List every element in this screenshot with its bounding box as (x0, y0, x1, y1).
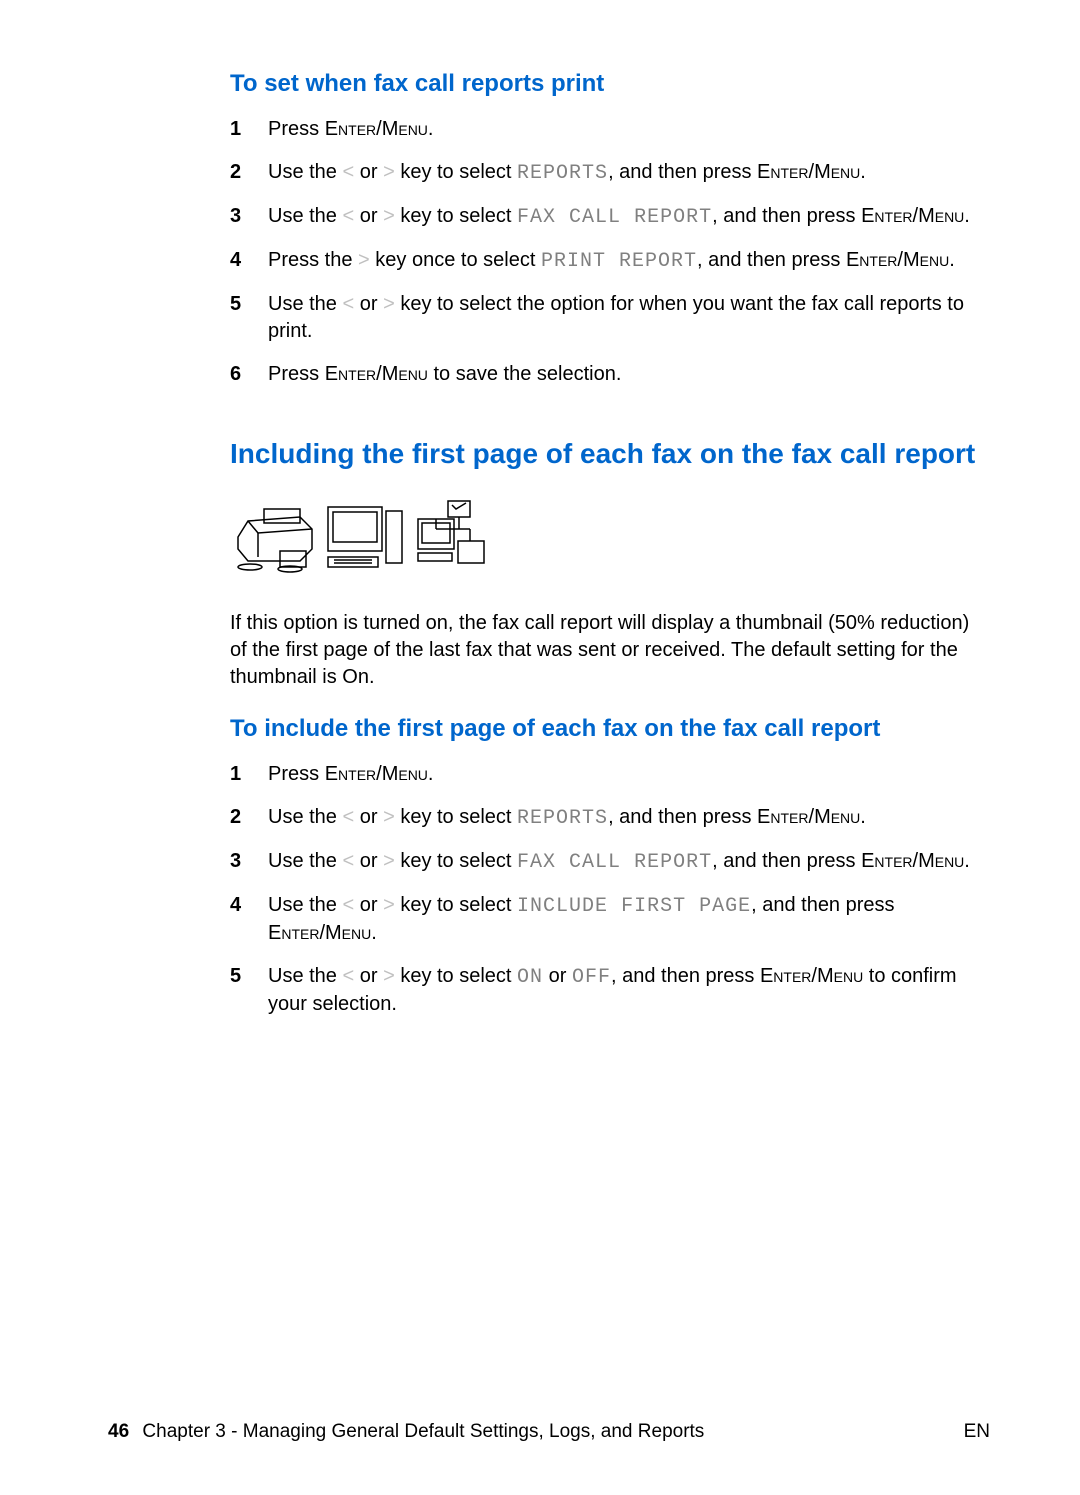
key-symbol: > (383, 850, 395, 872)
menu-term: INCLUDE FIRST PAGE (517, 895, 751, 918)
key-symbol: < (342, 806, 354, 828)
step-number: 1 (230, 116, 268, 143)
key-symbol: < (342, 293, 354, 315)
list-item: 4 Use the < or > key to select INCLUDE F… (230, 892, 990, 947)
step-body: Use the < or > key to select FAX CALL RE… (268, 848, 990, 876)
menu-term: FAX CALL REPORT (517, 206, 712, 229)
section2-subheading: To include the first page of each fax on… (230, 715, 990, 743)
network-computer-icon (418, 501, 484, 563)
smallcaps-text: Menu (814, 161, 860, 183)
smallcaps-text: Enter/Menu (861, 205, 964, 227)
key-symbol: < (342, 205, 354, 227)
key-symbol: > (383, 161, 395, 183)
step-number: 3 (230, 848, 268, 876)
smallcaps-text: Menu (814, 806, 860, 828)
step-number: 1 (230, 761, 268, 788)
device-icons-row (230, 499, 990, 582)
step-body: Press the > key once to select PRINT REP… (268, 247, 990, 275)
step-number: 5 (230, 963, 268, 1018)
key-symbol: > (383, 894, 395, 916)
page-number: 46 (108, 1421, 129, 1442)
printer-icon (238, 509, 312, 572)
key-symbol: > (383, 965, 395, 987)
list-item: 4 Press the > key once to select PRINT R… (230, 247, 990, 275)
step-number: 5 (230, 291, 268, 345)
footer-lang: EN (964, 1421, 990, 1443)
menu-term: REPORTS (517, 807, 608, 830)
smallcaps-text: Enter/Menu (325, 763, 428, 785)
step-number: 2 (230, 159, 268, 187)
list-item: 1 Press Enter/Menu. (230, 116, 990, 143)
list-item: 2 Use the < or > key to select REPORTS, … (230, 804, 990, 832)
list-item: 3 Use the < or > key to select FAX CALL … (230, 203, 990, 231)
list-item: 3 Use the < or > key to select FAX CALL … (230, 848, 990, 876)
smallcaps-text: Enter/Menu (268, 922, 371, 944)
section2-heading: Including the first page of each fax on … (230, 436, 990, 471)
list-item: 5 Use the < or > key to select the optio… (230, 291, 990, 345)
key-symbol: < (342, 161, 354, 183)
step-body: Press Enter/Menu to save the selection. (268, 361, 990, 388)
list-item: 1 Press Enter/Menu. (230, 761, 990, 788)
section1-heading: To set when fax call reports print (230, 70, 990, 98)
step-number: 4 (230, 247, 268, 275)
key-symbol: < (342, 894, 354, 916)
smallcaps-text: Menu (817, 965, 863, 987)
menu-term: PRINT REPORT (541, 250, 697, 273)
key-symbol: > (383, 293, 395, 315)
step-number: 3 (230, 203, 268, 231)
list-item: 6 Press Enter/Menu to save the selection… (230, 361, 990, 388)
step-number: 2 (230, 804, 268, 832)
list-item: 2 Use the < or > key to select REPORTS, … (230, 159, 990, 187)
menu-term: REPORTS (517, 162, 608, 185)
smallcaps-text: Enter/Menu (325, 363, 428, 385)
section1-steps: 1 Press Enter/Menu. 2 Use the < or > key… (230, 116, 990, 388)
footer-left: 46 Chapter 3 - Managing General Default … (108, 1421, 704, 1443)
step-body: Use the < or > key to select the option … (268, 291, 990, 345)
section2-steps: 1 Press Enter/Menu. 2 Use the < or > key… (230, 761, 990, 1018)
smallcaps-text: Enter/Menu (861, 850, 964, 872)
menu-term: ON (517, 966, 543, 989)
smallcaps-text: Enter/Menu (846, 249, 949, 271)
step-number: 4 (230, 892, 268, 947)
step-body: Press Enter/Menu. (268, 761, 990, 788)
smallcaps-text: Enter/ (757, 161, 814, 183)
smallcaps-text: Enter/ (760, 965, 817, 987)
page-footer: 46 Chapter 3 - Managing General Default … (0, 1421, 1080, 1443)
key-symbol: < (342, 965, 354, 987)
smallcaps-text: Enter/Menu (325, 118, 428, 140)
key-symbol: > (383, 806, 395, 828)
chapter-title: Chapter 3 - Managing General Default Set… (142, 1421, 704, 1442)
menu-term: FAX CALL REPORT (517, 851, 712, 874)
key-symbol: > (383, 205, 395, 227)
step-number: 6 (230, 361, 268, 388)
menu-term: OFF (572, 966, 611, 989)
key-symbol: < (342, 850, 354, 872)
list-item: 5 Use the < or > key to select ON or OFF… (230, 963, 990, 1018)
section2-paragraph: If this option is turned on, the fax cal… (230, 610, 990, 691)
step-body: Use the < or > key to select FAX CALL RE… (268, 203, 990, 231)
key-symbol: > (358, 249, 370, 271)
computer-icon (328, 507, 402, 567)
step-body: Use the < or > key to select REPORTS, an… (268, 804, 990, 832)
step-body: Press Enter/Menu. (268, 116, 990, 143)
step-body: Use the < or > key to select REPORTS, an… (268, 159, 990, 187)
step-body: Use the < or > key to select ON or OFF, … (268, 963, 990, 1018)
smallcaps-text: Enter/ (757, 806, 814, 828)
device-icons-svg (230, 499, 490, 577)
page-content: To set when fax call reports print 1 Pre… (0, 0, 1080, 1018)
step-body: Use the < or > key to select INCLUDE FIR… (268, 892, 990, 947)
